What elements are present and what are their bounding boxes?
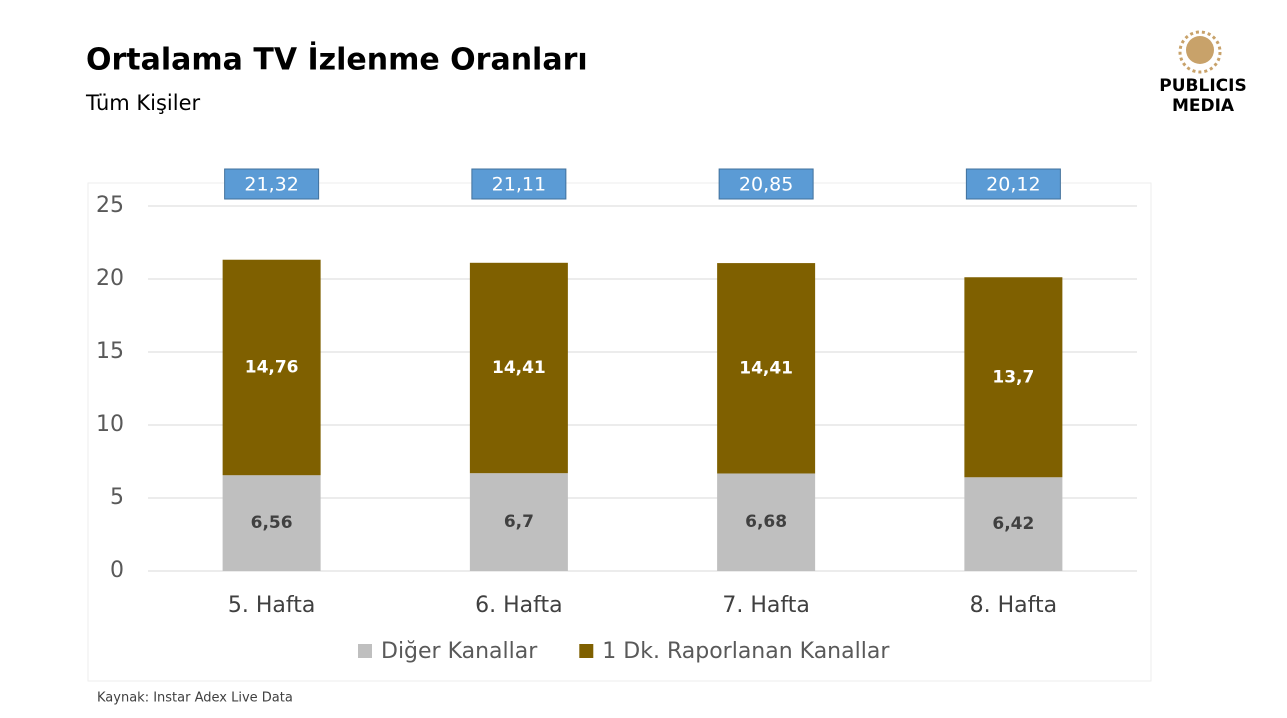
data-label: 13,7 — [992, 367, 1034, 387]
logo-text: PUBLICIS — [1159, 76, 1246, 96]
bar-segment — [964, 477, 1063, 571]
total-box — [224, 168, 320, 200]
logo-text: MEDIA — [1172, 96, 1235, 116]
data-label: 14,41 — [739, 358, 793, 378]
y-tick-label: 5 — [110, 485, 124, 510]
chart-title: Ortalama TV İzlenme Oranları — [86, 42, 588, 78]
x-tick-label: 8. Hafta — [970, 593, 1057, 618]
bar-segment — [222, 475, 321, 571]
logo-mane — [1178, 30, 1222, 74]
x-tick-label: 7. Hafta — [722, 593, 809, 618]
data-label: 14,76 — [245, 357, 299, 377]
bar-segment — [717, 263, 816, 474]
source-note: Kaynak: Instar Adex Live Data — [97, 691, 293, 706]
total-box — [718, 168, 814, 200]
x-tick-label: 5. Hafta — [228, 593, 315, 618]
logo: PUBLICIS MEDIA — [1159, 30, 1247, 116]
legend-swatch — [358, 644, 372, 658]
y-tick-label: 0 — [110, 558, 124, 583]
bar-segment — [469, 262, 568, 474]
y-tick-label: 25 — [96, 193, 124, 218]
bar-segment — [717, 473, 816, 571]
y-tick-label: 15 — [96, 339, 124, 364]
logo-icon — [1186, 36, 1214, 64]
total-label: 20,85 — [739, 174, 793, 196]
total-label: 21,11 — [492, 174, 546, 196]
legend-label: 1 Dk. Raporlanan Kanallar — [602, 639, 890, 664]
legend-label: Diğer Kanallar — [381, 639, 538, 664]
total-label: 20,12 — [986, 174, 1040, 196]
total-box — [965, 168, 1061, 200]
data-label: 6,7 — [504, 512, 534, 532]
data-label: 14,41 — [492, 358, 546, 378]
x-tick-label: 6. Hafta — [475, 593, 562, 618]
bar-segment — [222, 259, 321, 476]
data-label: 6,42 — [992, 514, 1034, 534]
y-tick-label: 10 — [96, 412, 124, 437]
total-label: 21,32 — [244, 174, 298, 196]
y-tick-label: 20 — [96, 266, 124, 291]
bar-segment — [964, 277, 1063, 478]
legend-swatch — [579, 644, 594, 658]
chart-subtitle: Tüm Kişiler — [85, 91, 201, 115]
data-label: 6,56 — [251, 513, 293, 533]
bar-segment — [469, 473, 568, 571]
data-label: 6,68 — [745, 512, 787, 532]
total-box — [471, 168, 567, 200]
